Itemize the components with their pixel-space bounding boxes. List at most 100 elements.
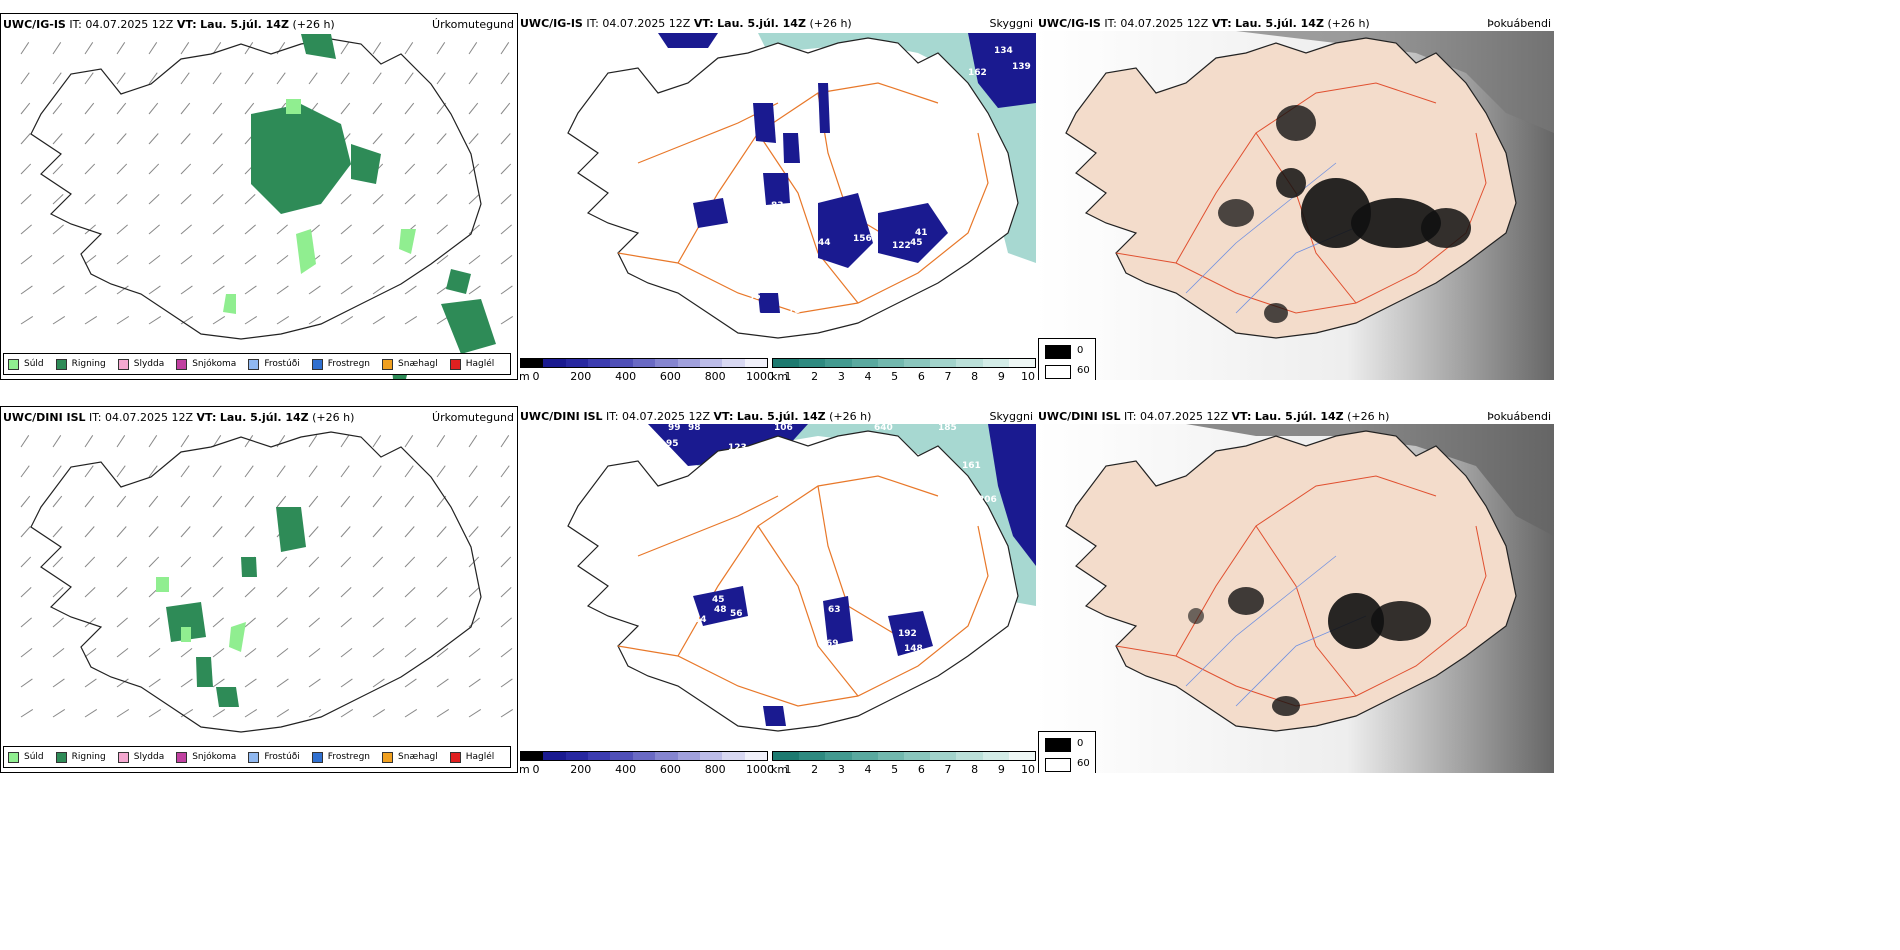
init-time: 04.07.2025 12Z xyxy=(85,18,174,31)
panel-header: UWC/IG-IS IT: 04.07.2025 12Z VT: Lau. 5.… xyxy=(1038,17,1551,30)
wind-barb xyxy=(20,254,33,265)
scale-step xyxy=(521,752,544,760)
ceiling-label: 99 xyxy=(668,423,681,433)
wind-barb xyxy=(468,102,479,115)
wind-barb xyxy=(340,194,352,205)
wind-barb xyxy=(436,556,448,568)
wind-barb xyxy=(180,709,194,718)
wind-barb xyxy=(468,465,478,478)
lead-time: (+26 h) xyxy=(1347,410,1390,423)
wind-barb xyxy=(404,587,416,598)
wind-barb xyxy=(52,194,64,205)
wind-barb xyxy=(372,556,384,568)
wind-barb xyxy=(372,465,382,478)
legend-item: Haglél xyxy=(449,358,494,370)
wind-barb xyxy=(180,72,190,85)
legend-label: Snjókoma xyxy=(192,752,237,762)
legend-item: Súld xyxy=(8,358,44,370)
wind-barb xyxy=(180,285,193,295)
init-time: 04.07.2025 12Z xyxy=(105,411,194,424)
scale-step xyxy=(699,359,723,367)
panel-title: Úrkomutegund xyxy=(432,18,514,31)
panel-header: UWC/IG-IS IT: 04.07.2025 12Z VT: Lau. 5.… xyxy=(520,17,1033,30)
wind-barb xyxy=(340,465,350,478)
scale-step xyxy=(655,752,678,760)
wind-barb xyxy=(404,556,416,568)
wind-barb xyxy=(500,285,513,295)
ceiling-label: 640 xyxy=(874,423,893,433)
wind-barb xyxy=(308,647,321,658)
wind-barb xyxy=(276,435,286,448)
scale-step xyxy=(825,359,852,367)
scale-step xyxy=(632,752,656,760)
wind-barb xyxy=(244,526,255,538)
ceiling-label: 37 xyxy=(887,271,900,281)
wind-barb xyxy=(212,285,225,295)
legend-item: Snjókoma xyxy=(176,358,236,370)
ceiling-label: 139 xyxy=(1012,62,1031,72)
wind-barb xyxy=(180,556,192,568)
wind-barb xyxy=(52,709,66,718)
legend-label: Frostúði xyxy=(264,752,300,762)
model-name: UWC/IG-IS xyxy=(1038,17,1101,30)
precip-map xyxy=(20,34,514,379)
ceiling-unit: m xyxy=(519,370,530,380)
wind-barb xyxy=(84,254,97,265)
wind-barb xyxy=(372,647,385,658)
ceiling-label: 148 xyxy=(904,644,923,654)
panel-title: Þokuábendi xyxy=(1487,410,1551,423)
wind-barb xyxy=(500,617,512,628)
wind-barb xyxy=(372,709,386,718)
wind-barb xyxy=(20,435,30,448)
wind-barb xyxy=(340,678,353,688)
wind-barb xyxy=(468,435,478,448)
ceiling-label: 161 xyxy=(962,461,981,471)
wind-barb xyxy=(468,224,480,235)
valid-time: Lau. 5.júl. 14Z xyxy=(736,410,826,423)
wind-barb xyxy=(404,647,417,658)
wind-barb xyxy=(500,495,511,508)
wind-barb xyxy=(52,435,62,448)
wind-barb xyxy=(148,163,160,175)
wind-barb xyxy=(212,526,223,538)
wind-barb xyxy=(308,587,320,598)
fog-map xyxy=(1036,424,1554,773)
wind-barb xyxy=(244,254,257,265)
scale-step xyxy=(956,359,983,367)
wind-barb xyxy=(20,587,32,598)
wind-barb xyxy=(84,72,94,85)
valid-time: Lau. 5.júl. 14Z xyxy=(200,18,289,31)
scale-step xyxy=(930,752,957,760)
wind-barb xyxy=(52,495,63,508)
legend-label: Súld xyxy=(24,752,44,762)
scale-tick: 3 xyxy=(837,763,845,773)
wind-barb xyxy=(84,435,94,448)
legend-swatch xyxy=(176,751,188,763)
wind-barb xyxy=(244,194,256,205)
wind-barb xyxy=(404,709,418,718)
legend-item: Frostregn xyxy=(311,751,370,763)
wind-barb xyxy=(340,526,351,538)
wind-barb xyxy=(148,194,160,205)
scale-step xyxy=(744,359,767,367)
wind-barb xyxy=(84,163,96,175)
wind-barb xyxy=(500,133,511,145)
model-name: UWC/DINI ISL xyxy=(520,410,603,423)
wind-barb xyxy=(20,224,32,235)
visibility-panel-top: UWC/IG-IS IT: 04.07.2025 12Z VT: Lau. 5.… xyxy=(518,13,1036,380)
wind-barb xyxy=(244,316,258,325)
wind-barb xyxy=(212,316,226,325)
ceiling-label: 80 xyxy=(856,166,869,176)
wind-barb xyxy=(20,647,33,658)
wind-barb xyxy=(148,709,162,718)
wind-barb xyxy=(84,678,97,688)
scale-tick: 9 xyxy=(997,763,1005,773)
legend-item: Snjókoma xyxy=(176,751,237,763)
wind-barb xyxy=(148,316,162,325)
wind-barb xyxy=(180,102,191,115)
scale-tick: 10 xyxy=(1021,370,1035,380)
precip-type-legend: Súld Rigning Slydda Snjókoma Frostúði Frostre… xyxy=(3,746,512,768)
wind-barb xyxy=(84,465,94,478)
wind-barb xyxy=(436,587,448,598)
legend-swatch xyxy=(176,358,188,370)
